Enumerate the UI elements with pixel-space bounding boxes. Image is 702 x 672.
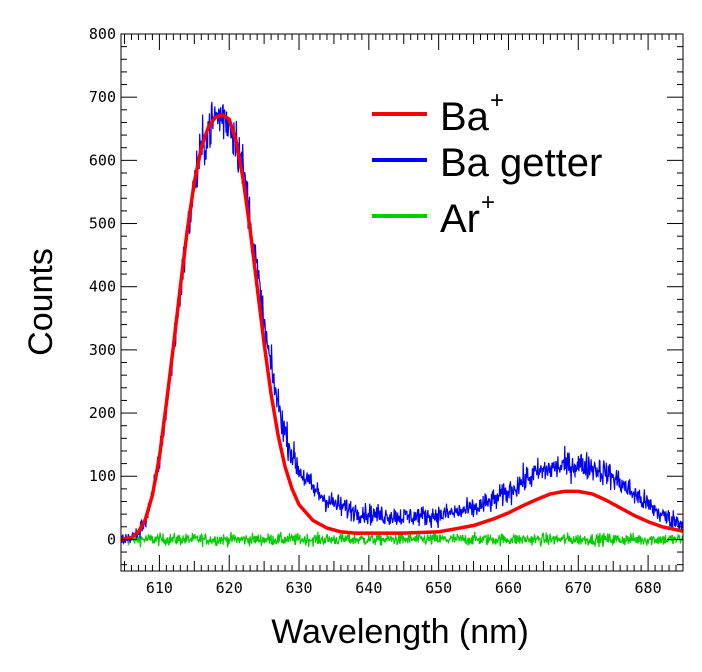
y-tick-label: 300 bbox=[89, 341, 116, 359]
x-tick-label: 670 bbox=[565, 579, 592, 597]
x-tick-label: 680 bbox=[635, 579, 662, 597]
y-tick-label: 200 bbox=[89, 404, 116, 422]
x-tick-label: 650 bbox=[425, 579, 452, 597]
series-layer bbox=[119, 101, 685, 548]
x-tick-label: 610 bbox=[146, 579, 173, 597]
plot-frame bbox=[120, 33, 684, 572]
series-line bbox=[119, 113, 685, 542]
ticks-layer: 610 620 630 640 650 660 670 680 0 100 200 300 400 500… bbox=[89, 25, 684, 597]
legend-label-superscript: + bbox=[490, 87, 504, 114]
y-tick-label: 400 bbox=[89, 278, 116, 296]
y-tick-label: 0 bbox=[107, 530, 116, 548]
y-tick-label: 500 bbox=[89, 215, 116, 233]
x-tick-label: 620 bbox=[216, 579, 243, 597]
y-tick-label: 800 bbox=[89, 25, 116, 43]
y-tick-label: 600 bbox=[89, 151, 116, 169]
y-axis-title: Counts bbox=[22, 248, 60, 356]
legend-label: Ar bbox=[440, 197, 480, 241]
legend-label-superscript: + bbox=[481, 189, 495, 216]
legend-label: Ba bbox=[440, 95, 490, 139]
x-axis-title: Wavelength (nm) bbox=[271, 613, 529, 651]
series-line bbox=[120, 101, 684, 546]
x-tick-label: 640 bbox=[355, 579, 382, 597]
x-tick-label: 630 bbox=[285, 579, 312, 597]
legend-label: Ba getter bbox=[440, 141, 602, 185]
x-tick-label: 660 bbox=[495, 579, 522, 597]
y-tick-label: 700 bbox=[89, 88, 116, 106]
y-tick-label: 100 bbox=[89, 467, 116, 485]
